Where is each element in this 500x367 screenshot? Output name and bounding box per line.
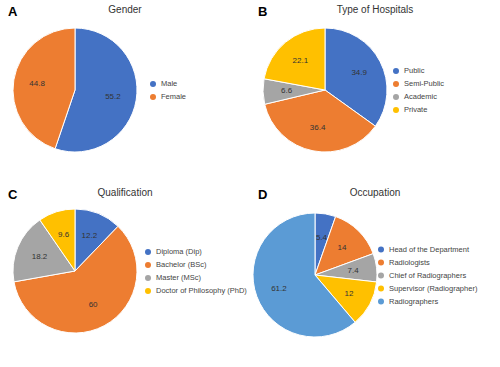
html-text:B: B bbox=[258, 4, 268, 19]
svg-text:14: 14 bbox=[338, 243, 347, 252]
svg-text:18.2: 18.2 bbox=[32, 252, 48, 261]
svg-text:12: 12 bbox=[344, 289, 353, 298]
html-text:Doctor of Philosophy (PhD): Doctor of Philosophy (PhD) bbox=[156, 286, 247, 295]
html-text:C: C bbox=[8, 187, 18, 202]
svg-text:12.2: 12.2 bbox=[82, 231, 98, 240]
svg-text:61.2: 61.2 bbox=[271, 284, 287, 293]
svg-text:5.4: 5.4 bbox=[316, 233, 328, 242]
svg-text:55.2: 55.2 bbox=[105, 92, 121, 101]
html-text:Academic: Academic bbox=[404, 92, 437, 101]
html-text:Male: Male bbox=[161, 79, 178, 88]
html-text:Bachelor (BSc): Bachelor (BSc) bbox=[156, 260, 207, 269]
html-text:Radiologists: Radiologists bbox=[389, 257, 430, 267]
svg-text:36.4: 36.4 bbox=[310, 123, 326, 132]
html-text:Public: Public bbox=[404, 66, 425, 75]
html-text:Supervisor (Radiographer): Supervisor (Radiographer) bbox=[389, 283, 478, 293]
svg-text:22.1: 22.1 bbox=[293, 56, 309, 65]
html-text:Chief of Radiographers: Chief of Radiographers bbox=[389, 270, 467, 280]
html-text:Diploma (Dip): Diploma (Dip) bbox=[156, 247, 202, 256]
svg-text:60: 60 bbox=[89, 300, 98, 309]
html-text:Semi-Public: Semi-Public bbox=[404, 79, 444, 88]
html-text:Occupation: Occupation bbox=[349, 187, 401, 198]
svg-text:44.8: 44.8 bbox=[29, 79, 45, 88]
svg-text:6.6: 6.6 bbox=[281, 86, 293, 95]
html-text:Radiographers: Radiographers bbox=[389, 296, 439, 306]
svg-text:7.4: 7.4 bbox=[348, 266, 360, 275]
html-text:Master (MSc): Master (MSc) bbox=[156, 273, 201, 282]
html-text:A: A bbox=[8, 4, 18, 19]
html-text:Female: Female bbox=[161, 92, 186, 101]
svg-text:9.6: 9.6 bbox=[58, 230, 70, 239]
html-text:Type of Hospitals: Type of Hospitals bbox=[336, 4, 414, 15]
html-text:Qualification: Qualification bbox=[97, 187, 153, 198]
html-text:Gender: Gender bbox=[108, 4, 142, 15]
svg-text:34.9: 34.9 bbox=[351, 68, 367, 77]
html-text:Private: Private bbox=[404, 105, 428, 114]
html-text:Head of the Department: Head of the Department bbox=[389, 244, 469, 254]
html-text:D: D bbox=[258, 187, 268, 202]
